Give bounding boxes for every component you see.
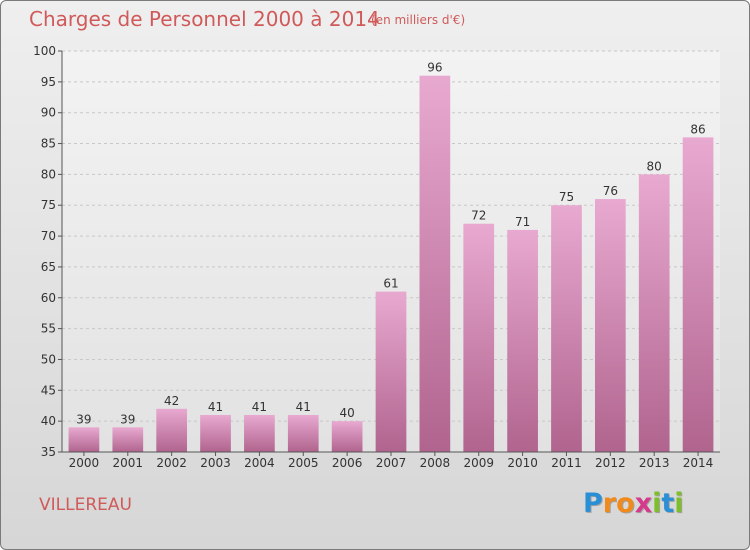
y-tick-label: 100 [33,44,56,58]
logo-letter: o [616,488,635,519]
bar-2012 [594,199,626,452]
data-label-2009: 72 [471,209,486,223]
logo-letter: P [583,488,603,519]
x-tick-label-2013: 2013 [639,456,670,470]
bar-2014 [682,137,714,452]
y-tick-label: 95 [41,75,56,89]
x-tick-label-2000: 2000 [69,456,100,470]
y-tick-label: 50 [41,352,56,366]
x-tick-label-2009: 2009 [463,456,494,470]
x-tick-label-2010: 2010 [507,456,538,470]
data-label-2004: 41 [252,400,267,414]
data-label-2010: 71 [515,215,530,229]
data-label-2008: 96 [427,61,442,75]
x-tick-label-2002: 2002 [156,456,187,470]
logo-letter: i [652,488,662,519]
bar-2003 [200,414,231,452]
x-tick-label-2014: 2014 [683,456,714,470]
y-tick-label: 60 [41,291,56,305]
y-tick-label: 35 [41,445,56,459]
x-tick-label-2004: 2004 [244,456,275,470]
bar-2010 [507,229,538,452]
data-label-2007: 61 [383,277,398,291]
data-label-2013: 80 [647,159,662,173]
chart-title: Charges de Personnel 2000 à 2014 [29,7,380,31]
y-tick-label: 40 [41,414,56,428]
x-tick-label-2011: 2011 [551,456,582,470]
data-label-2012: 76 [603,184,618,198]
y-tick-label: 80 [41,167,56,181]
commune-name: VILLEREAU [39,495,132,515]
bar-2009 [463,223,495,452]
data-label-2011: 75 [559,190,574,204]
x-tick-label-2006: 2006 [332,456,363,470]
data-label-2002: 42 [164,394,179,408]
y-tick-label: 45 [41,383,56,397]
x-tick-label-2008: 2008 [420,456,451,470]
logo-letter: i [674,488,684,519]
proxiti-logo: Proxiti [583,488,684,519]
x-tick-label-2012: 2012 [595,456,626,470]
bar-2002 [156,408,188,452]
data-label-2001: 39 [120,412,135,426]
x-tick-label-2001: 2001 [113,456,144,470]
y-tick-label: 90 [41,106,56,120]
bar-2011 [551,205,582,452]
data-label-2000: 39 [76,412,91,426]
bar-2000 [68,427,100,452]
logo-letter: x [634,488,653,519]
x-tick-label-2003: 2003 [200,456,231,470]
logo-letter: r [602,488,617,519]
data-label-2005: 41 [296,400,311,414]
x-tick-label-2007: 2007 [376,456,407,470]
bar-2006 [331,421,363,452]
bar-2001 [112,427,144,452]
y-tick-label: 55 [41,322,56,336]
y-tick-label: 65 [41,260,56,274]
x-tick-label-2005: 2005 [288,456,319,470]
data-label-2003: 41 [208,400,223,414]
y-tick-label: 85 [41,137,56,151]
bar-2013 [638,174,670,452]
bar-2008 [419,75,451,452]
chart-subtitle: (en milliers d'€) [371,13,466,27]
bar-2007 [375,291,407,452]
bar-2004 [244,414,275,452]
data-label-2006: 40 [339,406,354,420]
logo-letter: t [661,488,675,519]
data-label-2014: 86 [690,122,705,136]
y-tick-label: 70 [41,229,56,243]
bar-2005 [287,414,319,452]
y-tick-label: 75 [41,198,56,212]
